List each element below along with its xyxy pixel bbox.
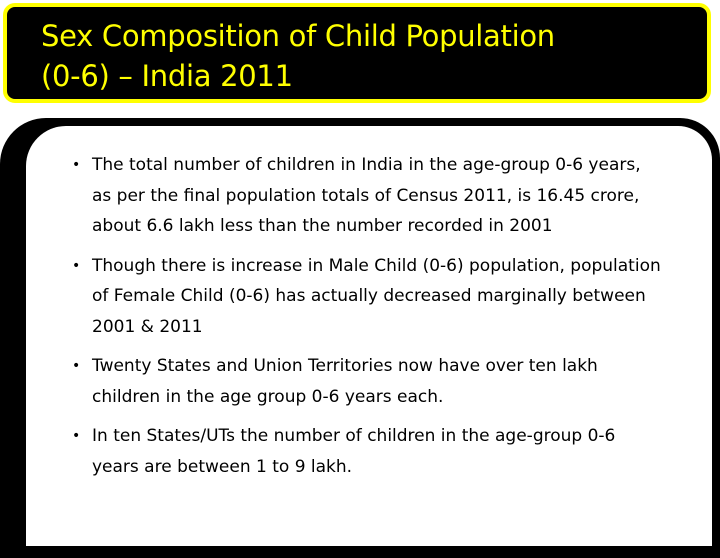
bullet-item: • Though there is increase in Male Child… — [72, 251, 662, 343]
bullet-text: Though there is increase in Male Child (… — [92, 255, 661, 337]
bullet-item: • In ten States/UTs the number of childr… — [72, 421, 662, 482]
bullet-dot-icon: • — [72, 157, 81, 173]
bullet-dot-icon: • — [72, 428, 81, 444]
content-panel — [26, 126, 712, 546]
bullet-text: In ten States/UTs the number of children… — [92, 426, 616, 477]
bullet-item: • The total number of children in India … — [72, 150, 662, 242]
bullet-dot-icon: • — [72, 358, 81, 374]
slide-title-line-1: Sex Composition of Child Population — [41, 19, 555, 53]
bullet-text: Twenty States and Union Territories now … — [92, 356, 598, 407]
bullet-text: The total number of children in India in… — [92, 155, 641, 236]
bullet-list: • The total number of children in India … — [72, 150, 662, 491]
slide-title-line-2: (0-6) – India 2011 — [41, 59, 293, 93]
title-box — [3, 3, 711, 103]
bullet-dot-icon: • — [72, 257, 81, 274]
bullet-item: • Twenty States and Union Territories no… — [72, 351, 662, 412]
slide-title: Sex Composition of Child Population (0-6… — [41, 16, 681, 96]
